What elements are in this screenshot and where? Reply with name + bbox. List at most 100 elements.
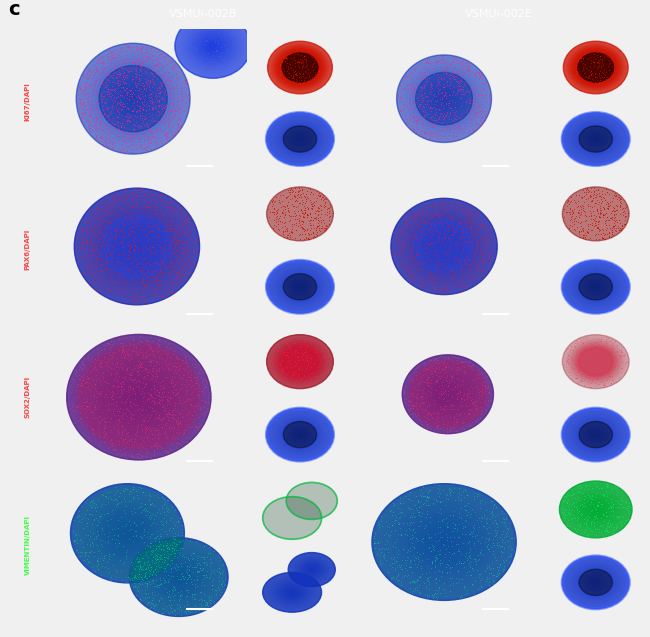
Point [189, 371, 200, 382]
Point [122, 112, 132, 122]
Point [417, 417, 427, 427]
Point [442, 80, 452, 90]
Point [458, 376, 468, 386]
Point [432, 355, 443, 365]
Ellipse shape [588, 133, 603, 145]
Point [125, 111, 135, 121]
Point [153, 559, 163, 569]
Point [81, 74, 91, 84]
Point [82, 96, 92, 106]
Point [132, 427, 142, 437]
Point [455, 113, 465, 123]
Point [410, 552, 420, 562]
Point [182, 561, 192, 571]
Point [112, 83, 122, 93]
Point [316, 359, 326, 369]
Point [590, 378, 600, 388]
Point [170, 427, 181, 438]
Point [469, 272, 480, 282]
Point [581, 518, 592, 528]
Point [175, 591, 185, 601]
Point [87, 502, 98, 512]
Point [90, 232, 100, 242]
Point [432, 421, 443, 431]
Point [413, 257, 423, 268]
Point [580, 342, 590, 352]
Point [94, 428, 104, 438]
Point [399, 220, 410, 230]
Point [159, 548, 170, 559]
Point [163, 398, 174, 408]
Point [271, 221, 281, 231]
Point [161, 541, 171, 551]
Point [292, 69, 302, 80]
Point [112, 404, 123, 414]
Point [107, 280, 117, 290]
Point [138, 111, 149, 122]
Point [423, 380, 434, 390]
Point [157, 413, 168, 424]
Point [483, 382, 493, 392]
Point [85, 407, 96, 417]
Point [162, 120, 173, 130]
Point [374, 522, 384, 532]
Point [175, 204, 185, 215]
Point [117, 449, 127, 459]
Point [239, 30, 250, 40]
Point [452, 415, 462, 426]
Point [127, 451, 137, 461]
Point [614, 64, 624, 74]
Point [432, 80, 442, 90]
Point [179, 269, 189, 279]
Point [580, 333, 590, 343]
Point [146, 138, 156, 148]
Point [408, 550, 418, 561]
Point [293, 210, 304, 220]
Point [434, 388, 445, 398]
Point [76, 99, 86, 109]
Point [322, 207, 332, 217]
Point [98, 64, 108, 74]
Point [125, 485, 136, 496]
Point [191, 43, 202, 53]
Point [172, 419, 183, 429]
Point [266, 354, 277, 364]
Point [611, 377, 621, 387]
Point [604, 371, 615, 381]
Point [161, 89, 172, 99]
Point [157, 554, 167, 564]
Point [120, 483, 130, 493]
Point [286, 183, 296, 194]
Point [445, 280, 455, 290]
Point [92, 65, 103, 75]
Point [450, 368, 461, 378]
Point [569, 204, 579, 214]
Point [455, 234, 465, 245]
Point [439, 110, 450, 120]
Point [113, 530, 124, 540]
Point [172, 235, 183, 245]
Point [150, 510, 160, 520]
Point [192, 26, 203, 36]
Point [582, 227, 592, 237]
Point [127, 369, 137, 379]
Point [474, 413, 485, 424]
Point [408, 373, 419, 383]
Point [391, 573, 401, 583]
Point [159, 211, 169, 222]
Point [315, 356, 325, 366]
Point [445, 420, 456, 431]
Point [417, 404, 427, 415]
Point [238, 34, 248, 45]
Point [141, 85, 151, 95]
Point [118, 136, 129, 146]
Point [198, 387, 208, 397]
Point [84, 66, 94, 76]
Point [169, 544, 179, 554]
Point [415, 549, 426, 559]
Point [116, 566, 127, 576]
Point [163, 359, 174, 369]
Point [564, 62, 574, 72]
Point [458, 269, 469, 280]
Point [425, 102, 436, 112]
